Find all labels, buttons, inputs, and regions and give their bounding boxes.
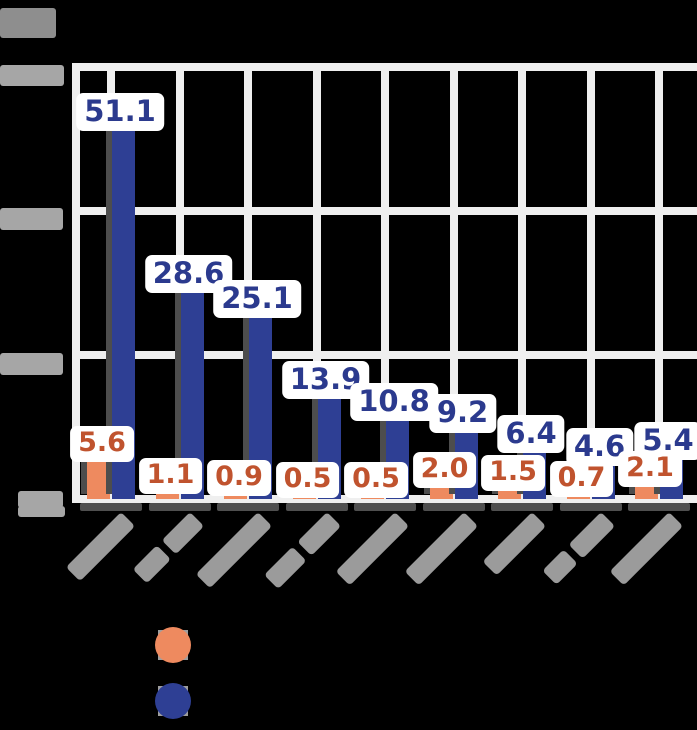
bar-orange-series-0 [87,458,110,499]
x-tick-label-redaction-3 [263,512,341,590]
y-tick-redaction-box-2 [0,353,63,375]
v-gridline-0 [107,63,115,495]
bar-value-label-orange-series-4: 0.5 [344,462,408,499]
x-tick-label-redaction-5 [404,512,478,586]
bar-value-label-blue-series-5: 9.2 [428,394,497,433]
x-label-segment [567,512,615,559]
x-label-segment [609,512,684,586]
bar-blue-series-2 [249,318,272,499]
x-label-segment [541,549,578,585]
y-tick-redaction-box-4 [18,506,65,517]
bar-value-label-orange-series-0: 5.6 [70,425,134,462]
y-axis-line [72,63,80,503]
bar-value-label-blue-series-1: 28.6 [144,254,233,294]
x-axis-tick-strip-4 [354,503,416,511]
x-tick-label-redaction-8 [609,512,684,586]
x-axis-tick-strip-5 [422,503,485,511]
y-tick-redaction-box-3 [18,491,63,508]
chart-title-redaction-box [0,8,56,38]
bar-orange-series-8 [635,483,658,499]
bar-value-label-orange-series-7: 0.7 [549,461,614,497]
v-gridline-7 [586,63,595,495]
x-axis-tick-strip-2 [217,503,279,511]
bar-blue-series-0 [112,131,135,499]
bar-value-label-blue-series-4: 10.8 [350,382,438,422]
x-label-segment [335,512,410,586]
bar-value-label-orange-series-8: 2.1 [618,450,682,487]
v-gridline-4 [381,63,389,495]
x-axis-tick-strip-6 [491,503,553,511]
v-gridline-2 [244,63,252,495]
x-label-segment [263,546,306,590]
bar-orange-series-6 [498,488,521,499]
x-axis-tick-strip-7 [559,503,622,511]
x-tick-label-redaction-4 [335,512,410,586]
bar-value-label-orange-series-5: 2.0 [412,451,477,488]
x-axis-tick-strip-8 [628,503,690,511]
v-gridline-8 [655,63,663,495]
bar-orange-series-1 [155,491,179,499]
bar-value-label-orange-series-3: 0.5 [275,462,340,499]
bar-value-label-orange-series-1: 1.1 [138,458,203,495]
x-axis-tick-strip-3 [285,503,348,511]
y-tick-redaction-box-1 [0,208,63,230]
bar-value-label-blue-series-8: 5.4 [634,421,697,461]
bar-value-label-orange-series-2: 0.9 [207,459,271,496]
legend-marker-circle-blue-series [155,683,191,719]
x-label-segment [296,512,341,556]
x-label-segment [161,512,204,555]
x-axis-tick-strip-0 [80,503,142,511]
bar-orange-series-5 [429,484,453,499]
v-gridline-5 [449,63,458,495]
x-axis-line [72,495,697,503]
x-label-segment [132,545,171,584]
x-label-segment [482,512,547,576]
x-tick-label-redaction-6 [482,512,547,576]
y-tick-redaction-box-0 [0,65,64,86]
x-tick-label-redaction-2 [195,512,273,589]
x-tick-label-redaction-7 [541,512,615,585]
v-gridline-3 [312,63,321,495]
x-tick-label-redaction-0 [65,512,136,582]
v-gridline-6 [518,63,526,495]
x-label-segment [65,512,136,582]
legend-item-blue-series [155,683,191,719]
legend-marker-circle-orange-series [155,627,191,663]
bar-value-label-blue-series-0: 51.1 [76,92,164,132]
x-tick-label-redaction-1 [132,512,204,584]
bar-value-label-blue-series-6: 6.4 [497,414,565,453]
x-label-segment [404,512,478,586]
bar-value-label-blue-series-7: 4.6 [565,427,634,466]
bar-blue-series-1 [180,293,204,499]
x-label-segment [195,512,273,589]
bar-value-label-blue-series-2: 25.1 [213,279,301,319]
x-axis-tick-strip-1 [148,503,211,511]
bar-orange-series-2 [224,492,247,499]
legend-item-orange-series [155,627,191,663]
bar-value-label-orange-series-6: 1.5 [481,455,545,492]
